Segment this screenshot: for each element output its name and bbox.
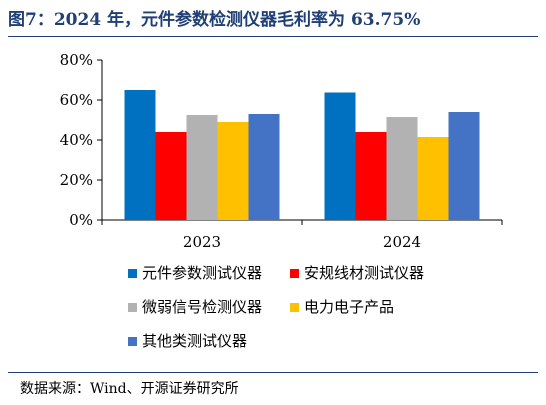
bar-2024-1 [324,92,356,220]
legend-label: 微弱信号检测仪器 [142,298,262,316]
legend-swatch [290,269,299,278]
legend-label: 安规线材测试仪器 [304,264,424,282]
bar-2023-3 [186,115,218,220]
bar-chart: 0% 20% 40% 60% 80% 2023 2024 元件参数测试仪器 安规线材测试仪器微弱… [60,51,503,350]
bar-2024-3 [386,117,418,220]
bar-2024-4 [417,137,449,220]
bar-2023-1 [124,90,156,220]
x-tick-label: 2023 [183,233,221,251]
bar-2023-5 [248,114,280,220]
legend-label: 元件参数测试仪器 [142,264,262,282]
y-tick-label: 80% [60,51,93,69]
bar-2024-5 [448,112,480,220]
y-tick-label: 20% [60,171,93,189]
bar-2023-2 [155,132,187,220]
legend-label: 其他类测试仪器 [142,332,247,350]
source-divider [8,372,538,373]
x-tick-label: 2024 [383,233,421,251]
legend-swatch [128,337,137,346]
y-tick-label: 40% [60,131,93,149]
legend-swatch [128,269,137,278]
y-tick-label: 0% [69,211,93,229]
chart-title: 图7：2024 年，元件参数检测仪器毛利率为 63.75% [8,10,421,30]
bar-2024-2 [355,132,387,220]
legend-swatch [128,303,137,312]
title-divider [8,36,538,37]
legend-swatch [290,303,299,312]
y-tick-label: 60% [60,91,93,109]
bar-2023-4 [217,122,249,220]
source-note: 数据来源：Wind、开源证券研究所 [20,381,239,397]
legend-label: 电力电子产品 [304,298,394,316]
